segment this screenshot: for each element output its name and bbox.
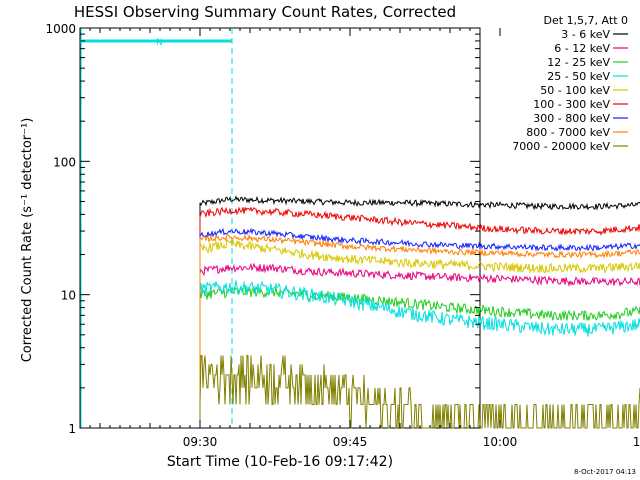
legend-entry-300-800-kev: 300 - 800 keV <box>533 112 610 125</box>
series-line-3-6-kev <box>199 195 640 428</box>
series-line-6-12-kev <box>199 262 640 428</box>
observing-indicators <box>80 28 233 428</box>
y-tick-label: 10 <box>61 289 76 303</box>
legend-header: Det 1,5,7, Att 0 <box>544 14 628 27</box>
legend-entry-100-300-kev: 100 - 300 keV <box>533 98 610 111</box>
x-tick-label: 09:45 <box>333 435 368 449</box>
y-tick-label: 1000 <box>45 22 76 36</box>
legend-entry-12-25-kev: 12 - 25 keV <box>547 56 610 69</box>
series-line-800-7000-kev <box>199 233 640 428</box>
x-tick-label: 10:00 <box>483 435 518 449</box>
series-line-50-100-kev <box>199 238 640 428</box>
legend-entry-6-12-kev: 6 - 12 keV <box>554 42 610 55</box>
legend-entry-3-6-kev: 3 - 6 keV <box>561 28 610 41</box>
series-line-25-50-kev <box>199 280 640 428</box>
x-tick-label: 10:15 <box>633 435 640 449</box>
legend-entry-50-100-kev: 50 - 100 keV <box>540 84 610 97</box>
y-axis-label: Corrected Count Rate (s⁻¹ detector⁻¹) <box>20 118 35 363</box>
annotation-label: N <box>156 38 163 48</box>
series-layer <box>199 195 640 429</box>
series-line-100-300-kev <box>199 206 640 428</box>
y-tick-label: 100 <box>53 155 76 169</box>
legend-entry-25-50-kev: 25 - 50 keV <box>547 70 610 83</box>
footer-timestamp: 8-Oct-2017 04:13 <box>574 468 636 476</box>
plot-area <box>79 27 481 429</box>
x-tick-label: 09:30 <box>183 435 218 449</box>
series-line-7000-20000-kev <box>199 355 640 429</box>
y-tick-label: 1 <box>68 422 76 436</box>
legend-entry-7000-20000-kev: 7000 - 20000 keV <box>512 140 610 153</box>
chart-title: HESSI Observing Summary Count Rates, Cor… <box>74 3 456 21</box>
series-line-300-800-kev <box>199 227 640 428</box>
legend-entry-800-7000-kev: 800 - 7000 keV <box>526 126 610 139</box>
x-axis-label: Start Time (10-Feb-16 09:17:42) <box>167 454 393 470</box>
